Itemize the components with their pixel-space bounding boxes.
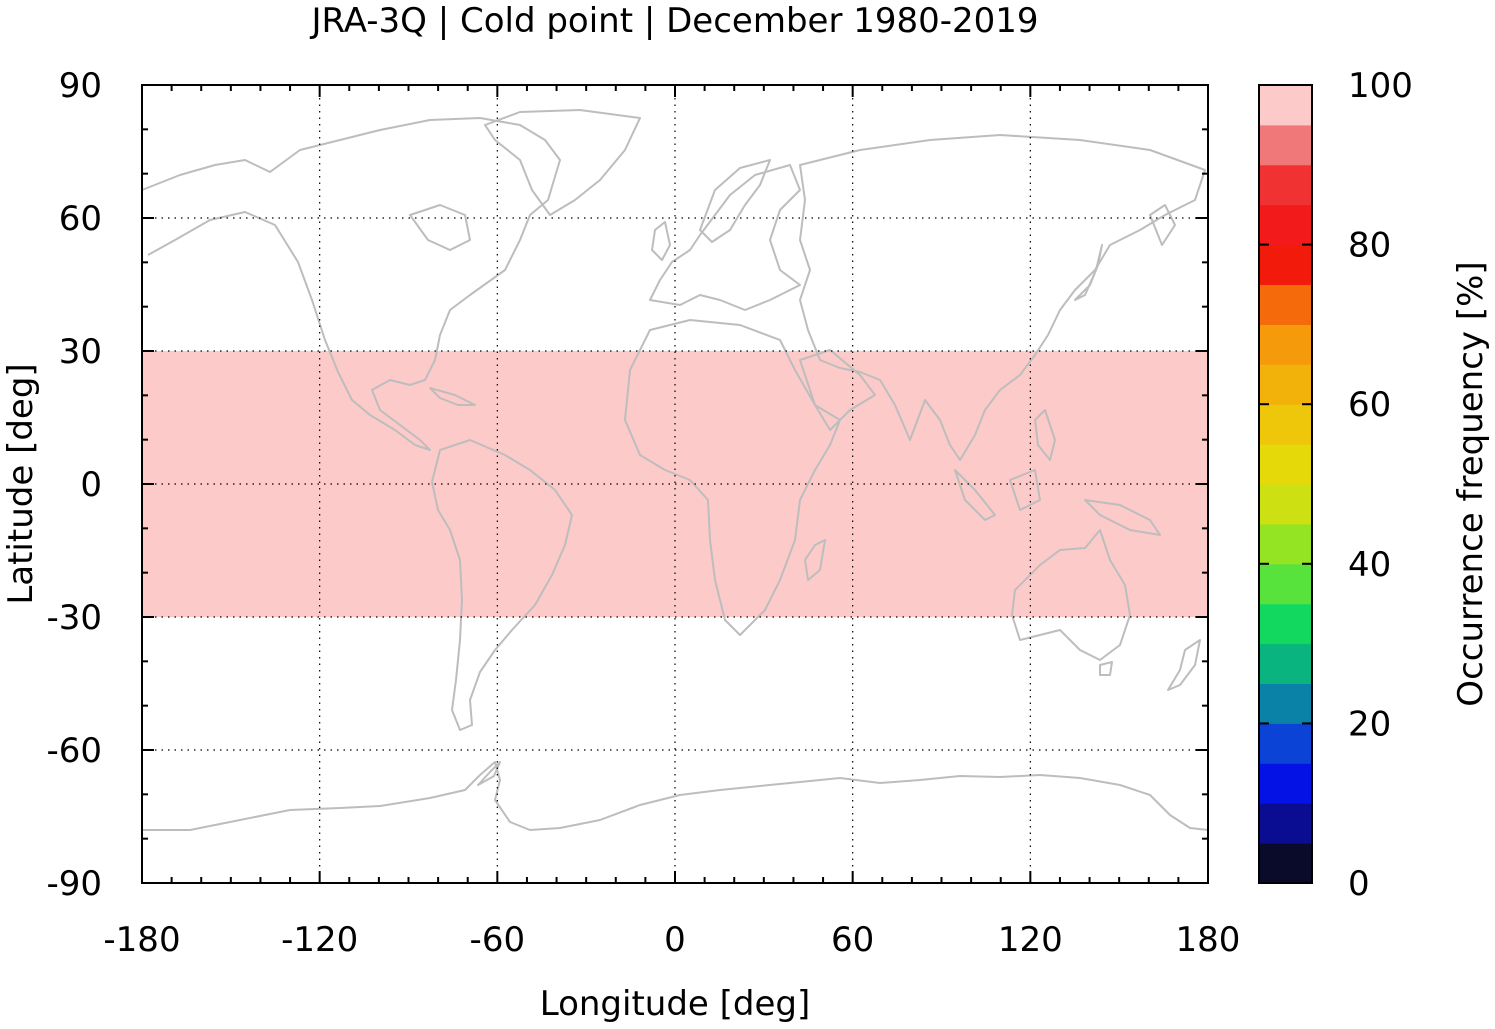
y-tick-label--60: -60 — [46, 731, 102, 771]
coastline-europe — [649, 164, 801, 311]
colorbar-bin-13 — [1259, 324, 1312, 365]
colorbar-bin-6 — [1259, 603, 1312, 645]
colorbar-bin-16 — [1259, 204, 1312, 246]
colorbar-bin-11 — [1259, 404, 1312, 445]
colorbar-tick-label-80: 80 — [1348, 226, 1391, 266]
coastline-arabia — [799, 349, 876, 431]
colorbar-bin-10 — [1259, 444, 1312, 485]
colorbar-label: Occurrence frequency [%] — [1451, 261, 1491, 706]
y-tick-label--90: -90 — [46, 864, 102, 904]
x-tick-label-180: 180 — [1176, 920, 1241, 960]
x-tick-labels: -180 -120 -60 0 60 120 180 — [103, 920, 1240, 960]
colorbar-bin-0 — [1259, 843, 1312, 884]
grid-lines — [142, 85, 1208, 883]
x-tick-label--180: -180 — [103, 920, 180, 960]
coastline-africa — [624, 319, 841, 636]
colorbar-bin-14 — [1259, 284, 1312, 325]
colorbar-bin-17 — [1259, 164, 1312, 206]
coastline-sumatra — [954, 469, 996, 521]
coastline-tasmania — [1099, 661, 1113, 676]
colorbar-tick-labels: 0 20 40 60 80 100 — [1348, 66, 1413, 904]
colorbar-tick-label-40: 40 — [1348, 545, 1391, 585]
coastline-cuba — [429, 387, 476, 406]
colorbar-frame — [1258, 84, 1313, 884]
coastline-borneo — [1009, 469, 1041, 511]
plot-frame — [141, 84, 1209, 884]
colorbar-ticks — [1259, 84, 1312, 884]
y-tick-label--30: -30 — [46, 598, 102, 638]
colorbar-bin-3 — [1259, 723, 1312, 764]
colorbar-bin-15 — [1259, 244, 1312, 285]
colorbar — [1259, 85, 1312, 884]
colorbar-bin-1 — [1259, 803, 1312, 844]
y-axis-label: Latitude [deg] — [1, 363, 41, 604]
coastline-antarctica — [142, 761, 1209, 831]
colorbar-bin-19 — [1259, 85, 1312, 126]
colorbar-bin-18 — [1259, 124, 1312, 166]
coastline-antarctic-peninsula — [477, 761, 501, 786]
colorbar-bin-5 — [1259, 643, 1312, 684]
coastline-madagascar — [804, 539, 826, 581]
x-tick-label-60: 60 — [831, 920, 874, 960]
coastline-british-isles — [651, 221, 671, 261]
colorbar-tick-label-20: 20 — [1348, 704, 1391, 744]
coastline-japan — [1074, 244, 1103, 301]
coastline-philippines — [1034, 409, 1056, 461]
coastline-hudson-bay — [409, 204, 471, 251]
colorbar-tick-label-0: 0 — [1348, 864, 1370, 904]
colorbar-tick-label-100: 100 — [1348, 66, 1413, 106]
y-tick-label-60: 60 — [59, 199, 102, 239]
coastline-greenland — [484, 109, 641, 216]
colorbar-bin-7 — [1259, 563, 1312, 605]
coastline-south-america — [431, 439, 573, 731]
colorbar-bin-4 — [1259, 683, 1312, 724]
x-tick-label--120: -120 — [281, 920, 358, 960]
colorbar-bin-8 — [1259, 523, 1312, 565]
colorbar-tick-label-60: 60 — [1348, 385, 1391, 425]
coastline-north-america — [141, 117, 561, 451]
x-tick-label--60: -60 — [470, 920, 526, 960]
x-axis-label: Longitude [deg] — [540, 984, 811, 1024]
y-tick-label-30: 30 — [59, 332, 102, 372]
chart-title: JRA-3Q | Cold point | December 1980-2019 — [309, 1, 1038, 41]
x-tick-label-0: 0 — [664, 920, 686, 960]
coastline-new-guinea — [1084, 499, 1161, 536]
coastline-kamchatka — [1149, 204, 1176, 246]
y-tick-label-90: 90 — [59, 66, 102, 106]
colorbar-bin-12 — [1259, 364, 1312, 405]
colorbar-bin-2 — [1259, 763, 1312, 804]
coastline-scandinavia — [699, 159, 771, 243]
x-tick-label-120: 120 — [998, 920, 1063, 960]
coastlines — [141, 109, 1209, 831]
colorbar-bin-9 — [1259, 484, 1312, 525]
y-tick-labels: 90 60 30 0 -30 -60 -90 — [46, 66, 102, 904]
y-tick-label-0: 0 — [80, 465, 102, 505]
coastline-new-zealand — [1167, 639, 1201, 691]
